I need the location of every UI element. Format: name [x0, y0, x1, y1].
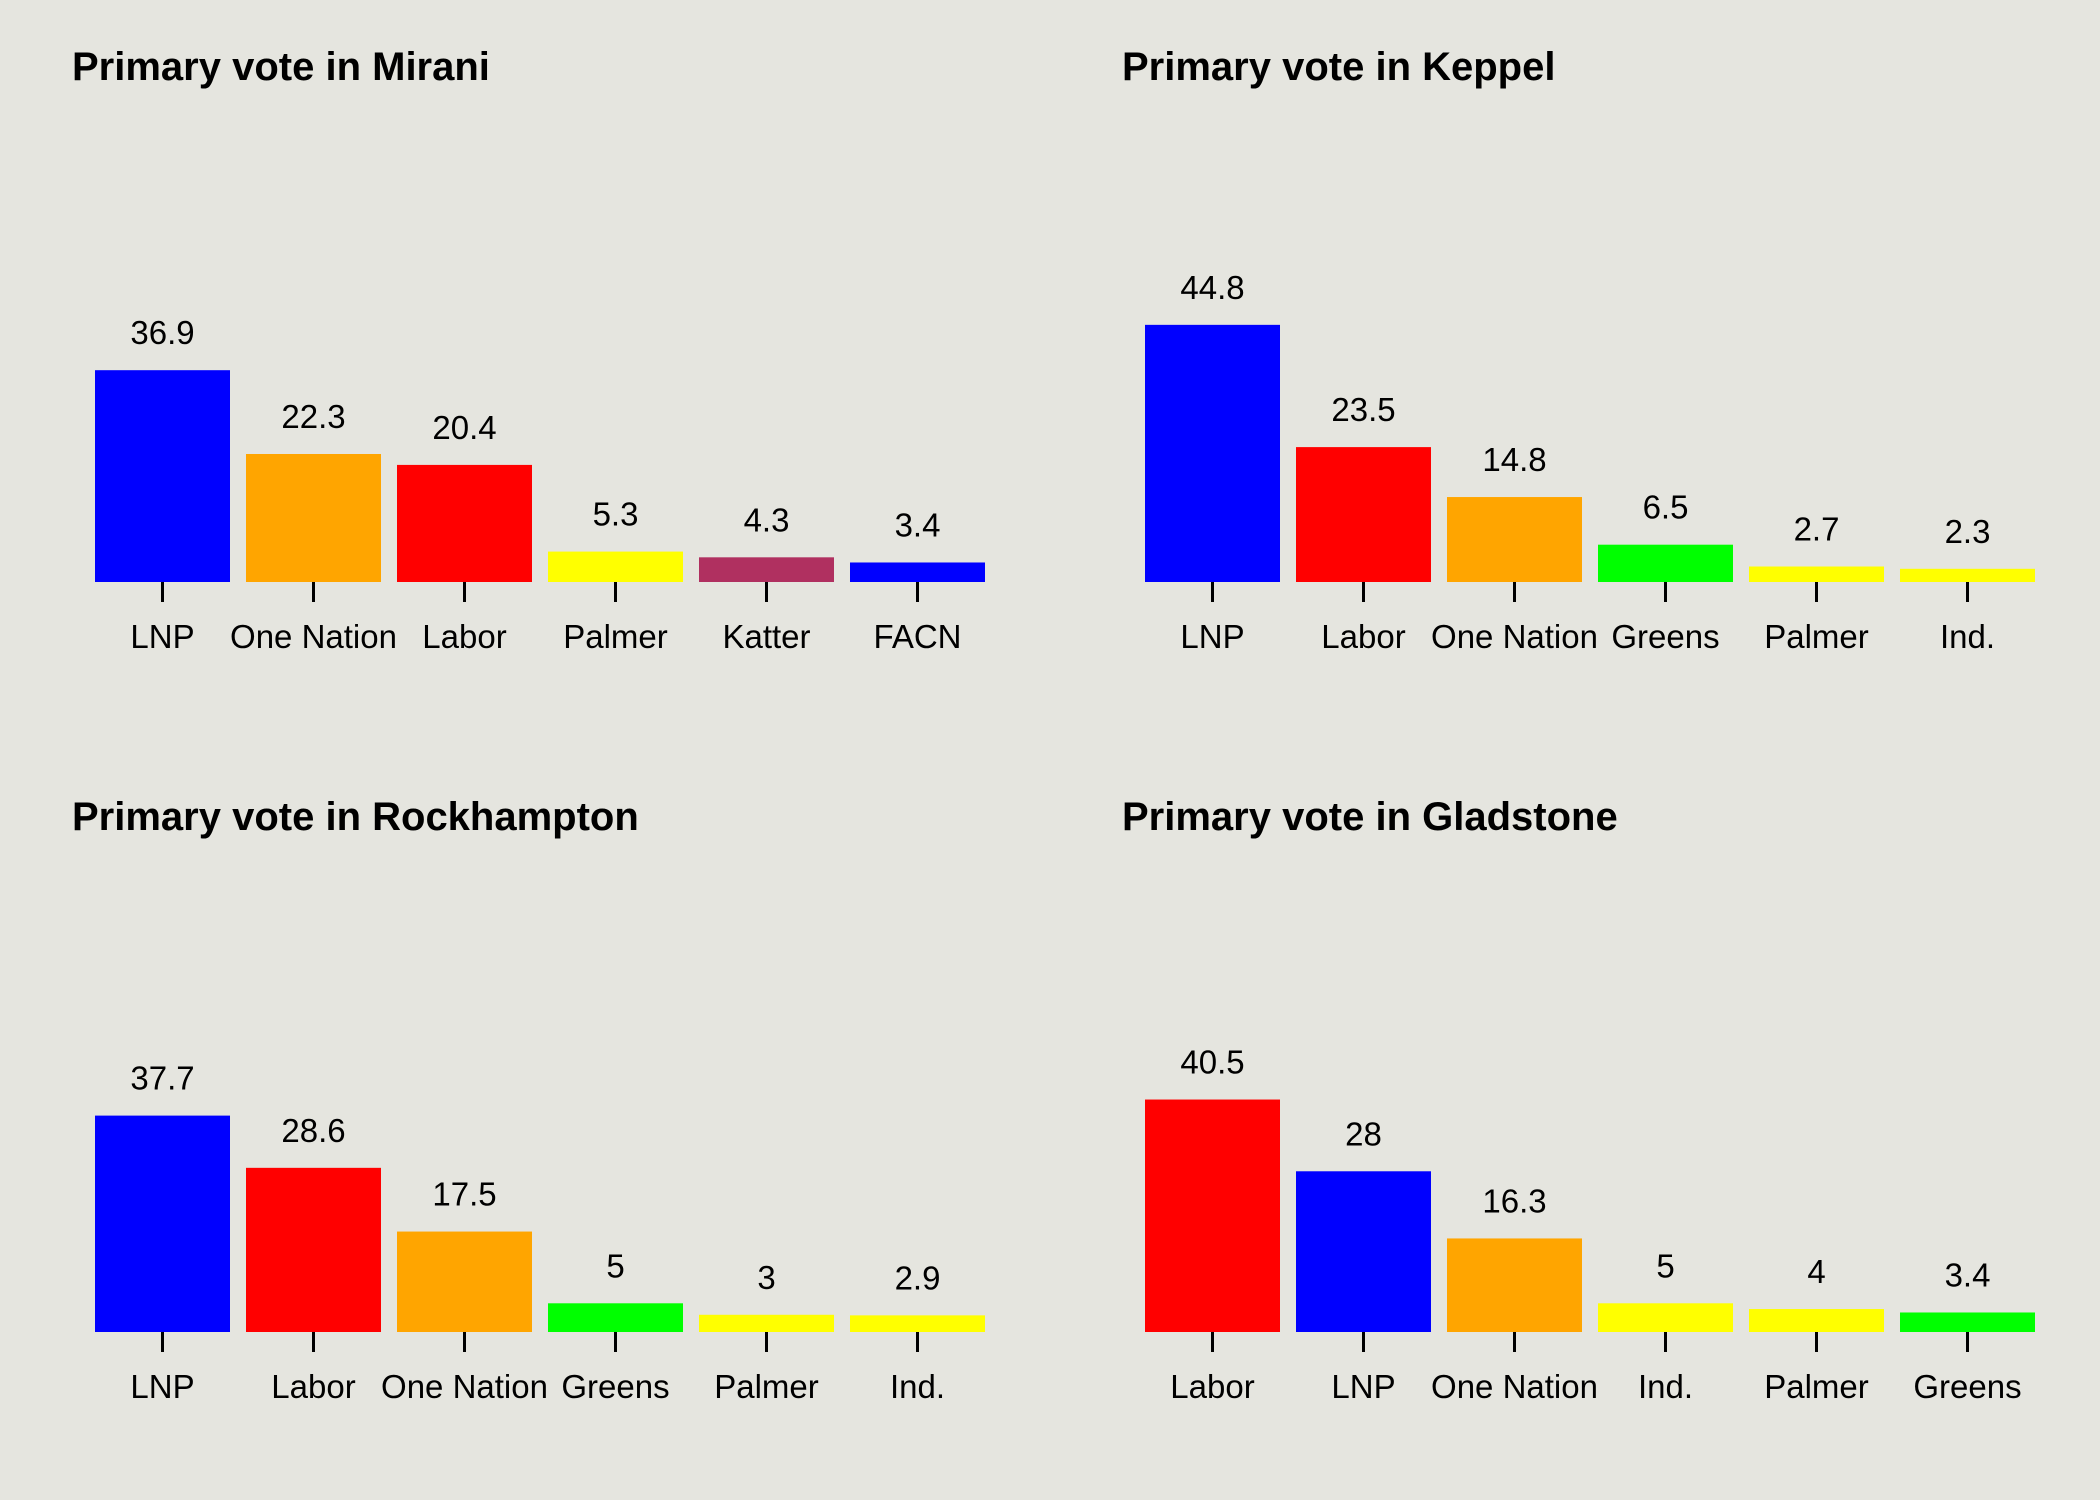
x-tick-label: LNP — [1331, 1368, 1395, 1405]
chart-title: Primary vote in Keppel — [1122, 45, 1555, 89]
data-label: 14.8 — [1482, 441, 1546, 478]
data-label: 36.9 — [130, 314, 194, 351]
x-tick-label: LNP — [130, 618, 194, 655]
data-label: 28 — [1345, 1115, 1382, 1152]
chart-panel: Primary vote in Mirani 36.9 LNP 22.3 One Nat… — [72, 45, 985, 655]
bar — [548, 1303, 683, 1332]
x-tick-label: Greens — [1611, 618, 1719, 655]
bar — [1749, 566, 1884, 582]
data-label: 3.4 — [895, 506, 941, 543]
data-label: 40.5 — [1180, 1044, 1244, 1081]
chart-panel: Primary vote in Rockhampton 37.7 LNP 28.6 La… — [72, 795, 985, 1405]
x-tick-label: Katter — [722, 618, 810, 655]
bar — [1447, 497, 1582, 582]
data-label: 2.3 — [1945, 513, 1991, 550]
x-tick-label: One Nation — [230, 618, 397, 655]
data-label: 5.3 — [593, 496, 639, 533]
x-tick-label: LNP — [130, 1368, 194, 1405]
x-tick-label: Palmer — [714, 1368, 819, 1405]
chart-title: Primary vote in Rockhampton — [72, 795, 639, 839]
x-tick-label: Palmer — [1764, 1368, 1869, 1405]
bar — [1447, 1238, 1582, 1332]
x-tick-label: Labor — [422, 618, 506, 655]
x-tick-label: LNP — [1180, 618, 1244, 655]
data-label: 17.5 — [432, 1176, 496, 1213]
x-tick-label: Ind. — [1638, 1368, 1693, 1405]
data-label: 22.3 — [281, 398, 345, 435]
data-label: 20.4 — [432, 409, 496, 446]
chart-title: Primary vote in Mirani — [72, 45, 490, 89]
bar — [397, 464, 532, 582]
bar — [1900, 568, 2035, 582]
bar — [95, 1115, 230, 1332]
bar — [699, 557, 834, 582]
data-label: 2.7 — [1794, 511, 1840, 548]
x-tick-label: FACN — [873, 618, 961, 655]
bar — [246, 453, 381, 582]
bar — [1296, 1171, 1431, 1332]
bar — [850, 562, 985, 582]
data-label: 6.5 — [1643, 489, 1689, 526]
bar — [1749, 1309, 1884, 1332]
data-label: 28.6 — [281, 1112, 345, 1149]
data-label: 44.8 — [1180, 269, 1244, 306]
x-tick-label: One Nation — [1431, 1368, 1598, 1405]
x-tick-label: Labor — [1170, 1368, 1254, 1405]
data-label: 37.7 — [130, 1060, 194, 1097]
bar — [1145, 1099, 1280, 1332]
chart-panel: Primary vote in Keppel 44.8 LNP 23.5 Labor 14… — [1122, 45, 2035, 655]
chart-panel: Primary vote in Gladstone 40.5 Labor 28 LNP 1… — [1122, 795, 2035, 1405]
bar — [1598, 1303, 1733, 1332]
x-tick-label: Ind. — [1940, 618, 1995, 655]
data-label: 4.3 — [744, 501, 790, 538]
bar — [1900, 1312, 2035, 1332]
x-tick-label: Labor — [1321, 618, 1405, 655]
data-label: 2.9 — [895, 1259, 941, 1296]
data-label: 23.5 — [1331, 391, 1395, 428]
x-tick-label: Labor — [271, 1368, 355, 1405]
bar — [246, 1167, 381, 1332]
bar — [548, 551, 683, 582]
x-tick-label: Ind. — [890, 1368, 945, 1405]
x-tick-label: One Nation — [381, 1368, 548, 1405]
x-tick-label: Palmer — [563, 618, 668, 655]
bar — [95, 370, 230, 582]
x-tick-label: Palmer — [1764, 618, 1869, 655]
bar — [397, 1231, 532, 1332]
x-tick-label: Greens — [1913, 1368, 2021, 1405]
bar — [699, 1314, 834, 1332]
bar — [1296, 447, 1431, 582]
bar — [850, 1315, 985, 1332]
x-tick-label: Greens — [561, 1368, 669, 1405]
chart-title: Primary vote in Gladstone — [1122, 795, 1618, 839]
x-tick-label: One Nation — [1431, 618, 1598, 655]
data-label: 16.3 — [1482, 1182, 1546, 1219]
data-label: 5 — [606, 1247, 624, 1284]
data-label: 3 — [757, 1259, 775, 1296]
bar — [1145, 324, 1280, 582]
bar — [1598, 544, 1733, 582]
data-label: 4 — [1807, 1253, 1825, 1290]
data-label: 3.4 — [1945, 1256, 1991, 1293]
data-label: 5 — [1656, 1247, 1674, 1284]
